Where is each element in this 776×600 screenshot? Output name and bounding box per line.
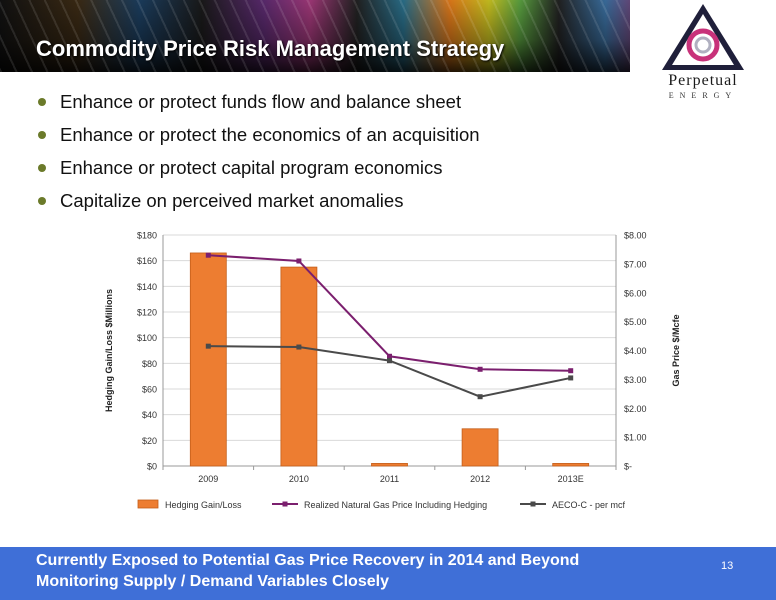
footer-banner: Currently Exposed to Potential Gas Price… bbox=[0, 547, 776, 600]
bullet-dot-icon bbox=[38, 164, 46, 172]
logo-name: Perpetual bbox=[668, 72, 738, 89]
series-point bbox=[568, 368, 574, 374]
legend-marker bbox=[282, 501, 288, 507]
y-tick-label: $0 bbox=[147, 462, 157, 472]
bullet-text: Enhance or protect funds flow and balanc… bbox=[60, 91, 462, 112]
footer-line-1: Currently Exposed to Potential Gas Price… bbox=[36, 552, 580, 569]
series-point bbox=[477, 366, 483, 372]
bullet-dot-icon bbox=[38, 197, 46, 205]
y2-tick-label: $3.00 bbox=[624, 375, 647, 385]
y-tick-label: $180 bbox=[137, 231, 157, 241]
y-axis-title: Hedging Gain/Loss $Millions bbox=[104, 289, 114, 412]
bullet-list: Enhance or protect funds flow and balanc… bbox=[38, 88, 480, 220]
hedging-chart: $0 $20 $40 $60 $80 $100 $120 $140 $160 $180 $- $1.0… bbox=[104, 231, 681, 511]
x-tick-label: 2011 bbox=[380, 474, 399, 484]
x-tick-label: 2012 bbox=[470, 474, 490, 484]
bullet-item: Capitalize on perceived market anomalies bbox=[38, 187, 480, 220]
logo-subtitle: ENERGY bbox=[668, 91, 738, 100]
bullet-text: Enhance or protect capital program econo… bbox=[60, 157, 443, 178]
bar bbox=[189, 252, 227, 467]
y2-tick-label: $1.00 bbox=[624, 433, 647, 443]
x-tick-label: 2013E bbox=[558, 474, 584, 484]
y-tick-label: $20 bbox=[142, 436, 157, 446]
bar bbox=[280, 266, 318, 467]
legend-swatch bbox=[137, 499, 159, 509]
legend-label: AECO-C - per mcf bbox=[552, 500, 626, 510]
series-point bbox=[205, 252, 211, 258]
y2-tick-label: $6.00 bbox=[624, 288, 647, 298]
footer-line-2: Monitoring Supply / Demand Variables Clo… bbox=[36, 573, 389, 590]
bullet-dot-icon bbox=[38, 131, 46, 139]
series-point bbox=[477, 394, 483, 400]
series-line bbox=[208, 254, 571, 372]
y-tick-label: $100 bbox=[137, 333, 157, 343]
y-tick-label: $120 bbox=[137, 308, 157, 318]
series-point bbox=[387, 353, 392, 359]
bar bbox=[552, 463, 590, 467]
slide-title: Commodity Price Risk Management Strategy bbox=[36, 36, 505, 61]
y2-tick-label: $- bbox=[624, 462, 632, 472]
bar bbox=[371, 463, 408, 467]
y2-tick-label: $8.00 bbox=[624, 231, 647, 241]
y-tick-label: $40 bbox=[142, 410, 157, 420]
bullet-text: Enhance or protect the economics of an a… bbox=[60, 124, 480, 145]
bar bbox=[461, 428, 499, 467]
y2-tick-label: $4.00 bbox=[624, 346, 647, 356]
y-tick-label: $60 bbox=[142, 385, 157, 395]
series-point bbox=[205, 343, 211, 349]
bullet-text: Capitalize on perceived market anomalies bbox=[60, 190, 404, 211]
y-tick-label: $140 bbox=[137, 282, 157, 292]
y2-axis-title: Gas Price $/Mcfe bbox=[671, 314, 681, 386]
legend-label: Hedging Gain/Loss bbox=[165, 500, 242, 510]
y2-tick-label: $7.00 bbox=[624, 259, 647, 269]
x-tick-label: 2009 bbox=[198, 474, 218, 484]
company-logo: Perpetual ENERGY bbox=[630, 0, 776, 104]
series-point bbox=[568, 375, 574, 381]
y-tick-label: $160 bbox=[137, 256, 157, 266]
y2-tick-label: $2.00 bbox=[624, 404, 647, 414]
y2-tick-label: $5.00 bbox=[624, 317, 647, 327]
bullet-item: Enhance or protect capital program econo… bbox=[38, 154, 480, 187]
series-point bbox=[387, 358, 392, 364]
bullet-dot-icon bbox=[38, 98, 46, 106]
bullet-item: Enhance or protect the economics of an a… bbox=[38, 121, 480, 154]
legend-label: Realized Natural Gas Price Including Hed… bbox=[304, 500, 487, 510]
page-number: 13 bbox=[721, 560, 734, 572]
y-tick-label: $80 bbox=[142, 359, 157, 369]
logo-triangle-icon bbox=[662, 4, 744, 70]
series-point bbox=[296, 344, 302, 350]
legend-marker bbox=[530, 501, 536, 507]
x-tick-label: 2010 bbox=[289, 474, 309, 484]
bullet-item: Enhance or protect funds flow and balanc… bbox=[38, 88, 480, 121]
series-point bbox=[296, 258, 302, 264]
